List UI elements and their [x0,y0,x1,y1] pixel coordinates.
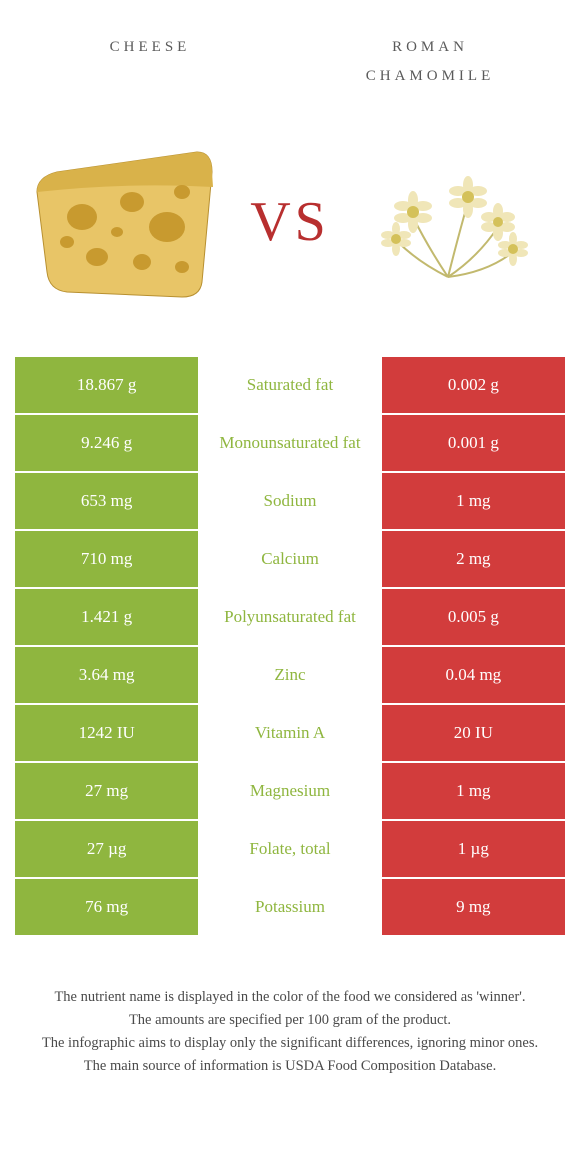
nutrient-label: Folate, total [198,821,381,877]
nutrient-label: Saturated fat [198,357,381,413]
table-row: 76 mgPotassium9 mg [15,879,565,937]
table-row: 18.867 gSaturated fat0.002 g [15,357,565,415]
right-value: 0.04 mg [382,647,565,703]
header-row: cheese roman chamomile [0,0,580,97]
cheese-icon [27,132,227,312]
table-row: 27 mgMagnesium1 mg [15,763,565,821]
right-value: 1 mg [382,473,565,529]
right-value: 2 mg [382,531,565,587]
left-value: 3.64 mg [15,647,198,703]
nutrient-label: Zinc [198,647,381,703]
table-row: 27 µgFolate, total1 µg [15,821,565,879]
right-value: 1 mg [382,763,565,819]
left-value: 710 mg [15,531,198,587]
footnotes: The nutrient name is displayed in the co… [0,937,580,1077]
table-row: 1.421 gPolyunsaturated fat0.005 g [15,589,565,647]
left-value: 1242 IU [15,705,198,761]
left-value: 653 mg [15,473,198,529]
table-row: 3.64 mgZinc0.04 mg [15,647,565,705]
footnote-line: The nutrient name is displayed in the co… [30,987,550,1008]
left-value: 18.867 g [15,357,198,413]
right-image-slot [336,117,570,327]
right-value: 9 mg [382,879,565,935]
right-title-line2: chamomile [366,60,495,85]
left-value: 27 µg [15,821,198,877]
footnote-line: The main source of information is USDA F… [30,1056,550,1077]
vs-label: VS [244,190,336,254]
right-title: roman chamomile [290,30,570,87]
comparison-table: 18.867 gSaturated fat0.002 g9.246 gMonou… [15,357,565,937]
right-value: 1 µg [382,821,565,877]
left-value: 9.246 g [15,415,198,471]
right-value: 20 IU [382,705,565,761]
table-row: 1242 IUVitamin A20 IU [15,705,565,763]
images-row: VS [0,97,580,357]
table-row: 710 mgCalcium2 mg [15,531,565,589]
table-row: 9.246 gMonounsaturated fat0.001 g [15,415,565,473]
nutrient-label: Vitamin A [198,705,381,761]
nutrient-label: Polyunsaturated fat [198,589,381,645]
footnote-line: The amounts are specified per 100 gram o… [30,1010,550,1031]
nutrient-label: Calcium [198,531,381,587]
nutrient-label: Magnesium [198,763,381,819]
left-value: 76 mg [15,879,198,935]
left-value: 27 mg [15,763,198,819]
right-value: 0.002 g [382,357,565,413]
nutrient-label: Monounsaturated fat [198,415,381,471]
right-value: 0.005 g [382,589,565,645]
chamomile-icon [368,147,538,297]
nutrient-label: Potassium [198,879,381,935]
right-value: 0.001 g [382,415,565,471]
left-image-slot [10,117,244,327]
nutrient-label: Sodium [198,473,381,529]
left-value: 1.421 g [15,589,198,645]
footnote-line: The infographic aims to display only the… [30,1033,550,1054]
right-title-line1: roman [392,31,468,56]
left-title: cheese [10,30,290,87]
table-row: 653 mgSodium1 mg [15,473,565,531]
